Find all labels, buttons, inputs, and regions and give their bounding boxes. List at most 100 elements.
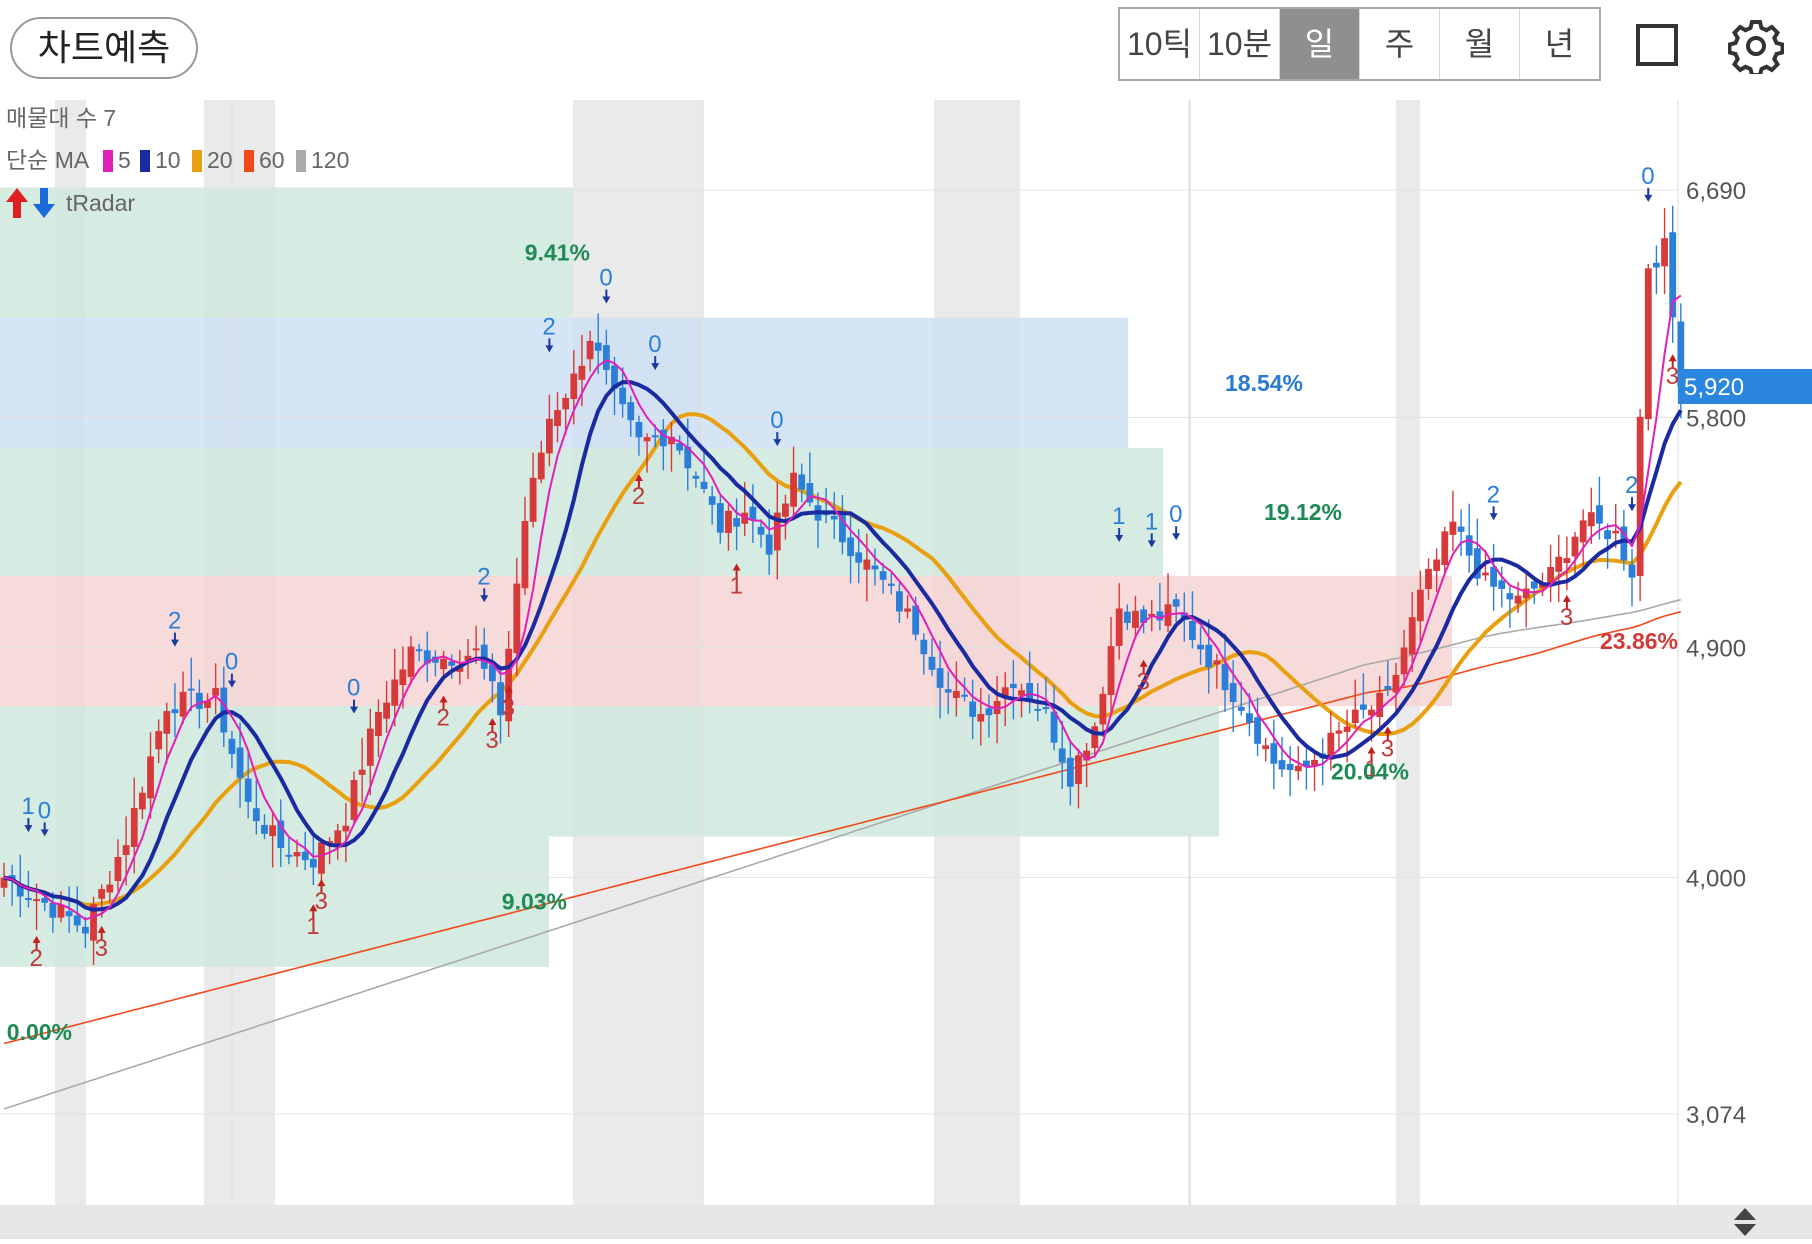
candle <box>716 495 724 544</box>
candle-body <box>1172 599 1180 607</box>
candle <box>244 750 252 819</box>
candle <box>1327 711 1335 771</box>
tradar-down-arrow-icon <box>33 188 55 218</box>
tradar-legend-label: tRadar <box>66 190 135 216</box>
signal-down-arrow-icon <box>170 632 179 647</box>
candle-body <box>521 521 529 589</box>
axis-scroll-icon[interactable] <box>1730 1206 1760 1238</box>
candle-body <box>773 512 781 551</box>
period-10tick-button[interactable]: 10틱 <box>1120 9 1200 79</box>
candle <box>155 719 163 764</box>
candle <box>440 650 447 678</box>
candle-body <box>1042 707 1050 710</box>
candle-body <box>252 808 260 822</box>
candle-body <box>1653 262 1660 268</box>
candle <box>415 643 423 662</box>
candle-body <box>912 605 920 635</box>
candle-body <box>977 713 985 722</box>
candle <box>366 708 374 796</box>
candle <box>220 666 228 748</box>
candle <box>668 421 675 472</box>
candle-body <box>668 436 675 445</box>
candle-body <box>529 477 537 522</box>
candle-body <box>1408 617 1416 655</box>
signal-up-arrow-icon <box>1668 354 1677 369</box>
candle-body <box>1473 548 1481 579</box>
candle-body <box>489 664 496 682</box>
candle <box>643 433 651 473</box>
signal-up-arrow-icon <box>439 695 448 710</box>
candle <box>432 650 439 677</box>
candle-body <box>383 702 390 719</box>
candle-body <box>244 778 252 802</box>
candle-body <box>1351 709 1359 724</box>
signal-down-arrow-icon <box>40 822 49 837</box>
y-tick-label: 3,074 <box>1686 1102 1746 1129</box>
zone-pct-label-0: 9.41% <box>525 240 590 266</box>
candle-body <box>366 728 374 766</box>
candle <box>1661 208 1668 295</box>
candle <box>1490 543 1498 611</box>
tradar-signal: 0 <box>648 331 662 371</box>
period-month-button[interactable]: 월 <box>1440 9 1520 79</box>
candle <box>1408 591 1416 673</box>
candle <box>1384 660 1392 697</box>
candle-body <box>1465 535 1473 556</box>
candle <box>1579 509 1587 566</box>
fullscreen-square-icon[interactable] <box>1636 24 1678 66</box>
ma-legend-title: 단순 MA <box>6 147 90 173</box>
candle <box>326 837 333 865</box>
candle-body <box>375 711 382 737</box>
candle-body <box>293 852 301 857</box>
chart-predict-button[interactable]: 차트예측 <box>10 17 198 79</box>
candle <box>1066 740 1074 806</box>
tradar-signal: 0 <box>1641 163 1655 202</box>
candle-body <box>391 679 399 706</box>
candle-body <box>277 820 285 848</box>
candle-body <box>570 373 578 400</box>
candle <box>1359 673 1367 719</box>
candle-body <box>1197 644 1204 650</box>
signal-label: 0 <box>225 649 238 676</box>
candle <box>879 563 887 594</box>
period-10min-button[interactable]: 10분 <box>1200 9 1280 79</box>
candle-body <box>725 510 732 534</box>
candle <box>252 779 260 835</box>
candle <box>1001 672 1009 727</box>
candle-body <box>1335 730 1343 734</box>
candle-body <box>1669 232 1677 318</box>
gear-icon[interactable] <box>1728 18 1784 74</box>
candle-body <box>269 825 277 837</box>
candle <box>423 631 431 683</box>
candle-body <box>407 646 415 677</box>
signal-down-arrow-icon <box>651 356 660 371</box>
signal-label: 2 <box>168 608 181 635</box>
candle-body <box>33 899 40 902</box>
candle <box>586 330 594 372</box>
candle-body <box>138 792 146 810</box>
candle <box>1213 653 1221 689</box>
candle-body <box>90 904 97 941</box>
candle-body <box>1099 693 1107 725</box>
candle <box>236 722 244 808</box>
candle-body <box>1612 530 1620 534</box>
signal-label: 0 <box>648 331 661 358</box>
candle-body <box>497 682 504 716</box>
candle <box>1555 534 1563 603</box>
period-year-button[interactable]: 년 <box>1544 26 1575 62</box>
candle <box>1091 722 1099 758</box>
tradar-signal: 3 <box>1560 594 1573 631</box>
candle <box>1123 604 1131 631</box>
candle-body <box>1091 726 1099 749</box>
candle-body <box>65 911 73 917</box>
candle-body <box>1506 593 1514 600</box>
ma60-legend-label: 60 <box>259 147 285 173</box>
period-day-button[interactable]: 일 <box>1280 9 1360 79</box>
candle-body <box>944 689 952 693</box>
candle-body <box>261 824 268 834</box>
period-week-button[interactable]: 주 <box>1360 9 1440 79</box>
candle <box>1473 518 1481 586</box>
candle <box>1547 544 1554 603</box>
